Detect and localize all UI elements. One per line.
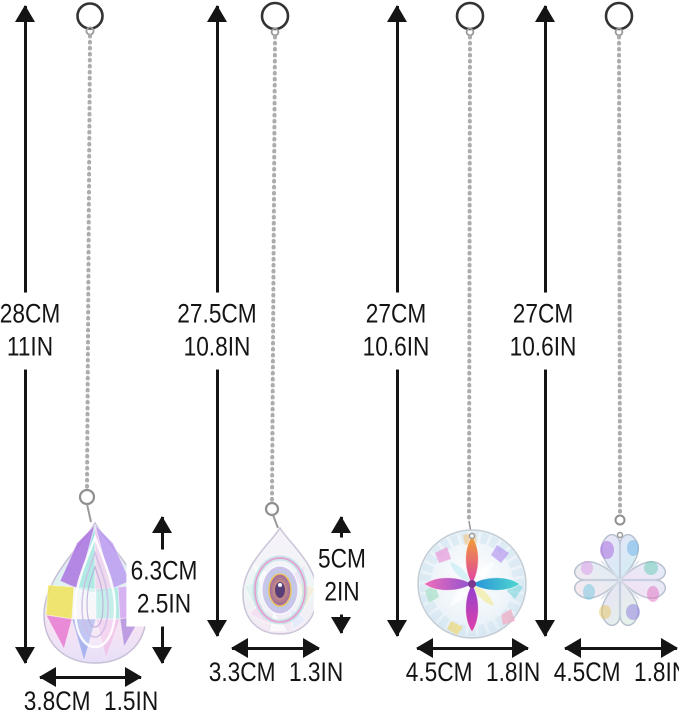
- arrowhead-right-icon: [661, 638, 678, 658]
- chain-3: [467, 35, 472, 534]
- pendant-width-arrow-1: [39, 667, 142, 687]
- arrowhead-down-icon: [15, 647, 35, 664]
- pendant-height-cm: 6.3CM: [130, 555, 198, 586]
- pendant-clover-crystal: [573, 531, 667, 627]
- arrowhead-up-icon: [152, 516, 172, 533]
- pendant-width-arrow-2: [231, 638, 320, 658]
- pendant-height-in: 2IN: [324, 577, 360, 607]
- arrowhead-left-icon: [416, 638, 433, 658]
- arrowhead-down-icon: [152, 647, 172, 664]
- arrowhead-left-icon: [39, 667, 56, 687]
- chain-length-label-4: 27CM 10.6IN: [505, 292, 581, 370]
- chain-length-label-2: 27.5CM 10.8IN: [173, 292, 261, 370]
- pendant-width-cm: 3.3CM: [208, 657, 276, 687]
- hanging-ring-1: [76, 2, 104, 36]
- pendant-height-label-1: 6.3CM 2.5IN: [126, 549, 202, 627]
- chain-length-label-3: 27CM 10.6IN: [358, 292, 434, 370]
- arrowhead-up-icon: [15, 5, 35, 22]
- chain-2: [264, 35, 280, 529]
- arrowhead-up-icon: [387, 5, 407, 22]
- arrowhead-down-icon: [387, 620, 407, 637]
- chain-length-in: 10.6IN: [509, 332, 577, 362]
- chain-4: [614, 35, 626, 526]
- pendant-width-label-2: 3.3CM 1.3IN: [209, 656, 343, 688]
- pendant-width-cm: 3.8CM: [23, 686, 91, 710]
- arrowhead-down-icon: [331, 617, 351, 634]
- pendant-width-label-4: 4.5CM 1.8IN: [554, 656, 679, 688]
- arrowhead-right-icon: [512, 638, 529, 658]
- arrowhead-up-icon: [331, 516, 351, 533]
- pendant-width-cm: 4.5CM: [553, 657, 621, 687]
- arrowhead-right-icon: [125, 667, 142, 687]
- hanging-ring-3: [455, 1, 485, 37]
- chain-length-label-1: 28CM 11IN: [0, 292, 65, 370]
- pendant-round-sunflower-crystal: [417, 529, 527, 639]
- arrowhead-left-icon: [231, 638, 248, 658]
- pendant-width-in: 1.8IN: [634, 657, 679, 687]
- hanging-ring-2: [260, 1, 290, 37]
- chain-length-cm: 27CM: [512, 298, 574, 329]
- chain-length-cm: 27.5CM: [177, 298, 257, 329]
- hanging-ring-4: [604, 1, 634, 37]
- pendant-teardrop-crystal: [43, 521, 147, 664]
- pendant-height-in: 2.5IN: [136, 589, 192, 619]
- pendant-width-arrow-4: [564, 638, 678, 658]
- pendant-height-label-2: 5CM 2IN: [313, 537, 371, 615]
- chain-1: [78, 34, 96, 523]
- pendant-width-arrow-3: [416, 638, 529, 658]
- pendant-width-in: 1.8IN: [486, 657, 541, 687]
- arrowhead-right-icon: [303, 638, 320, 658]
- chain-length-cm: 28CM: [0, 298, 61, 329]
- pendant-width-label-1: 3.8CM 1.5IN: [24, 685, 158, 710]
- pendant-oval-eye-crystal: [242, 526, 318, 635]
- arrowhead-down-icon: [535, 620, 555, 637]
- arrowhead-down-icon: [207, 620, 227, 637]
- chain-length-in: 10.6IN: [362, 332, 430, 362]
- pendant-width-in: 1.3IN: [289, 657, 344, 687]
- chain-length-in: 10.8IN: [183, 332, 251, 362]
- pendant-width-label-3: 4.5CM 1.8IN: [406, 656, 540, 688]
- pendant-width-cm: 4.5CM: [405, 657, 473, 687]
- arrowhead-up-icon: [207, 5, 227, 22]
- chain-length-in: 11IN: [6, 332, 54, 362]
- pendant-width-in: 1.5IN: [104, 686, 159, 710]
- arrowhead-up-icon: [535, 5, 555, 22]
- arrowhead-left-icon: [564, 638, 581, 658]
- chain-length-cm: 27CM: [365, 298, 427, 329]
- pendant-height-cm: 5CM: [318, 543, 366, 574]
